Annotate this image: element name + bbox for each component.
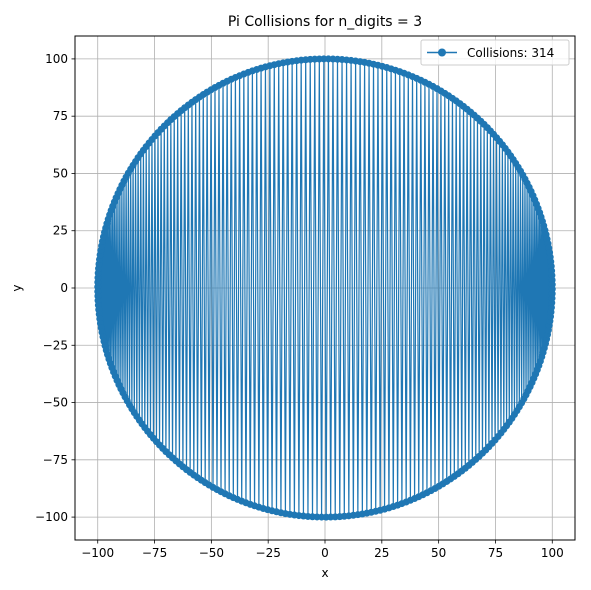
legend-entry-label: Collisions: 314 (467, 46, 554, 60)
y-tick-label: −100 (35, 510, 68, 524)
series-line (97, 58, 553, 518)
y-tick-label: −25 (43, 338, 68, 352)
x-tick-label: −100 (81, 546, 114, 560)
legend-marker-swatch (438, 48, 446, 57)
x-tick-label: 75 (488, 546, 503, 560)
x-tick-label: −25 (256, 546, 281, 560)
y-tick-label: 50 (53, 166, 68, 180)
chart-title: Pi Collisions for n_digits = 3 (228, 14, 422, 30)
y-tick-label: 75 (53, 109, 68, 123)
x-tick-label: −75 (142, 546, 167, 560)
ticks: −100 −75 −50 −25 0 25 50 75 100 −100 −75 −50 −25 0 25 5… (35, 52, 564, 560)
x-tick-label: 25 (374, 546, 389, 560)
y-axis-label: y (10, 284, 24, 291)
x-tick-label: 0 (321, 546, 329, 560)
x-axis-label: x (321, 566, 328, 580)
x-tick-label: 100 (541, 546, 564, 560)
x-tick-label: 50 (431, 546, 446, 560)
x-tick-label: −50 (199, 546, 224, 560)
y-tick-label: 0 (60, 281, 68, 295)
data-layer (94, 55, 556, 521)
legend: Collisions: 314 (420, 39, 570, 66)
y-tick-label: −75 (43, 453, 68, 467)
legend-box (420, 39, 570, 66)
y-tick-label: −50 (43, 396, 68, 410)
data-point (548, 285, 556, 293)
y-tick-label: 25 (53, 224, 68, 238)
y-tick-label: 100 (45, 52, 68, 66)
